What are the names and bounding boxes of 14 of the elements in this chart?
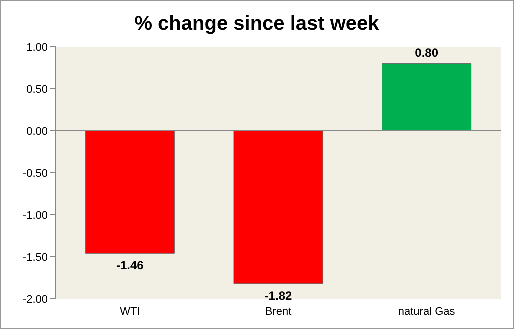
y-tick-label: 0.00	[26, 126, 48, 138]
data-label: -1.82	[264, 288, 292, 303]
data-label: -1.46	[116, 258, 144, 273]
x-tick-label: Brent	[265, 306, 292, 318]
y-tick-label: -0.50	[22, 168, 48, 180]
y-tick-label: -1.50	[22, 252, 48, 264]
y-tick-label: -1.00	[22, 210, 48, 222]
y-tick-label: -2.00	[22, 294, 48, 306]
y-tick-label: 0.50	[26, 84, 48, 96]
x-tick-label: natural Gas	[398, 306, 456, 318]
data-label: 0.80	[415, 46, 439, 60]
y-tick-label: 1.00	[26, 42, 48, 54]
x-tick-label: WTI	[120, 306, 140, 318]
chart-title: % change since last week	[134, 13, 380, 37]
